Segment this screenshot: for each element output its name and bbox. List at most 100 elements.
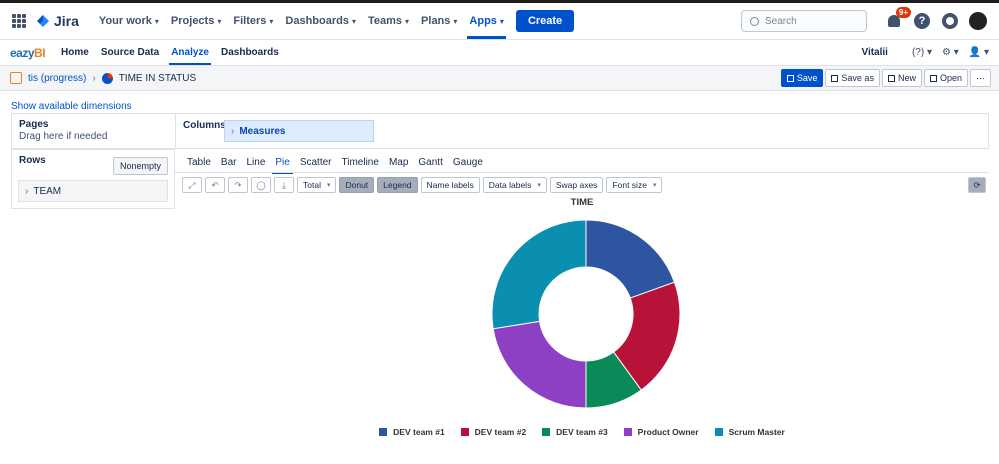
rows-dropzone[interactable]: Rows Nonempty › TEAM: [11, 149, 175, 209]
eazybi-nav: eazyBI Home Source Data Analyze Dashboards …: [0, 40, 999, 66]
donut-toggle[interactable]: Donut: [339, 177, 375, 193]
chevron-down-icon: ▾: [537, 182, 541, 189]
search-input[interactable]: Search: [741, 10, 867, 32]
legend-swatch: [379, 428, 388, 436]
font-size-label: Font size: [612, 180, 647, 190]
legend-item[interactable]: Scrum Master: [714, 427, 785, 437]
show-dimensions-link[interactable]: Show available dimensions: [11, 101, 132, 112]
measures-dimension[interactable]: › Measures: [224, 120, 374, 142]
chevron-down-icon: ▾: [217, 16, 222, 26]
swap-axes-button[interactable]: Swap axes: [549, 177, 604, 193]
chart-tab-pie[interactable]: Pie: [270, 153, 294, 174]
legend-item[interactable]: DEV team #3: [542, 427, 608, 437]
chart-tab-map[interactable]: Map: [388, 157, 409, 168]
legend-swatch: [542, 428, 551, 436]
new-button[interactable]: New: [881, 69, 922, 87]
team-dimension[interactable]: › TEAM: [18, 180, 168, 202]
open-label: Open: [939, 73, 962, 83]
chart-tab-bar[interactable]: Bar: [220, 157, 237, 168]
nav-your-work[interactable]: Your work ▾: [93, 3, 165, 39]
comment-icon[interactable]: ◯: [251, 177, 271, 193]
measures-label: Measures: [239, 125, 286, 137]
rows-title: Rows: [19, 155, 46, 166]
chart-tab-line[interactable]: Line: [246, 157, 266, 168]
user-icon[interactable]: 👤 ▾: [968, 47, 989, 58]
cube-icon: [10, 72, 22, 84]
pie-chart-icon: [101, 72, 113, 84]
nav-label: Dashboards: [285, 15, 349, 27]
tab-home[interactable]: Home: [61, 47, 89, 58]
open-button[interactable]: Open: [923, 69, 968, 87]
app-switcher-icon[interactable]: [12, 14, 26, 28]
chart-tab-scatter[interactable]: Scatter: [299, 157, 332, 168]
save-button[interactable]: Save: [780, 69, 824, 87]
team-label: TEAM: [33, 185, 62, 197]
legend-item[interactable]: DEV team #2: [460, 427, 527, 437]
chevron-down-icon: ▾: [269, 16, 274, 26]
legend-item[interactable]: DEV team #1: [379, 427, 445, 437]
tabs-divider: [175, 172, 989, 173]
chevron-right-icon: ›: [231, 125, 235, 137]
download-icon[interactable]: ⤓: [274, 177, 294, 193]
tab-source-data[interactable]: Source Data: [100, 47, 160, 58]
settings-button[interactable]: [939, 10, 961, 32]
save-as-button[interactable]: Save as: [825, 69, 880, 87]
legend-toggle[interactable]: Legend: [377, 177, 418, 193]
more-button[interactable]: ···: [970, 69, 991, 87]
redo-icon[interactable]: ↷: [228, 177, 248, 193]
total-dropdown[interactable]: Total ▾: [297, 177, 337, 193]
chart-tab-gauge[interactable]: Gauge: [452, 157, 483, 168]
legend-label: DEV team #2: [474, 427, 527, 437]
chevron-down-icon: ▾: [499, 16, 504, 26]
bell-icon: [888, 15, 900, 27]
donut-slice-dev-team-1[interactable]: [585, 219, 676, 299]
chart-tab-timeline[interactable]: Timeline: [341, 157, 379, 168]
notifications-button[interactable]: 9+: [883, 7, 911, 32]
nav-plans[interactable]: Plans ▾: [415, 3, 463, 39]
tab-dashboards[interactable]: Dashboards: [220, 47, 279, 58]
create-button[interactable]: Create: [515, 10, 575, 32]
eazybi-logo[interactable]: eazyBI: [10, 46, 46, 60]
help-circle-icon[interactable]: (?) ▾: [911, 47, 932, 58]
data-labels-dropdown[interactable]: Data labels ▾: [482, 177, 547, 193]
columns-dropzone[interactable]: Columns › Measures: [175, 113, 989, 149]
eazybi-user-controls: Vitalii (?) ▾ ⚙ ▾ 👤 ▾: [861, 47, 989, 58]
new-icon: [887, 74, 895, 82]
nav-label: Apps: [469, 15, 497, 27]
nav-label: Projects: [170, 15, 215, 27]
help-button[interactable]: ?: [911, 10, 933, 32]
save-label: Save: [796, 73, 818, 83]
jira-logo[interactable]: Jira: [36, 13, 79, 29]
nonempty-button[interactable]: Nonempty: [112, 157, 168, 175]
legend-label: DEV team #1: [393, 427, 445, 437]
legend-swatch: [714, 428, 723, 436]
chevron-down-icon: ▾: [652, 182, 657, 189]
primary-nav: Your work ▾ Projects ▾ Filters ▾ Dashboards ▾ Te…: [93, 3, 510, 39]
avatar: [969, 12, 987, 30]
donut-slice-product-owner[interactable]: [492, 320, 587, 409]
breadcrumb-cube[interactable]: tis (progress): [28, 72, 87, 84]
legend-item[interactable]: Product Owner: [623, 427, 699, 437]
nav-teams[interactable]: Teams ▾: [362, 3, 415, 39]
total-label: Total: [303, 180, 321, 190]
donut-slice-scrum-master[interactable]: [491, 219, 587, 330]
profile-button[interactable]: [967, 10, 989, 32]
settings-gear-icon[interactable]: ⚙ ▾: [941, 47, 959, 58]
jira-logo-icon: [37, 15, 49, 27]
nav-filters[interactable]: Filters ▾: [227, 3, 279, 39]
data-labels-label: Data labels: [488, 180, 532, 190]
fullscreen-icon[interactable]: ⤢: [182, 177, 202, 193]
chart-tab-table[interactable]: Table: [187, 157, 211, 168]
user-menu[interactable]: Vitalii: [861, 47, 888, 58]
refresh-icon[interactable]: ⟳: [968, 177, 986, 193]
pages-dropzone[interactable]: Pages Drag here if needed: [11, 113, 175, 149]
breadcrumb: tis (progress) › TIME IN STATUS Save Sav…: [0, 66, 999, 91]
font-size-dropdown[interactable]: Font size ▾: [606, 177, 663, 193]
nav-apps[interactable]: Apps ▾: [463, 3, 510, 39]
chart-tab-gantt[interactable]: Gantt: [418, 157, 443, 168]
nav-dashboards[interactable]: Dashboards ▾: [279, 3, 362, 39]
tab-analyze[interactable]: Analyze: [165, 40, 215, 65]
nav-projects[interactable]: Projects ▾: [165, 3, 227, 39]
name-labels-toggle[interactable]: Name labels: [420, 177, 480, 193]
undo-icon[interactable]: ↶: [205, 177, 225, 193]
